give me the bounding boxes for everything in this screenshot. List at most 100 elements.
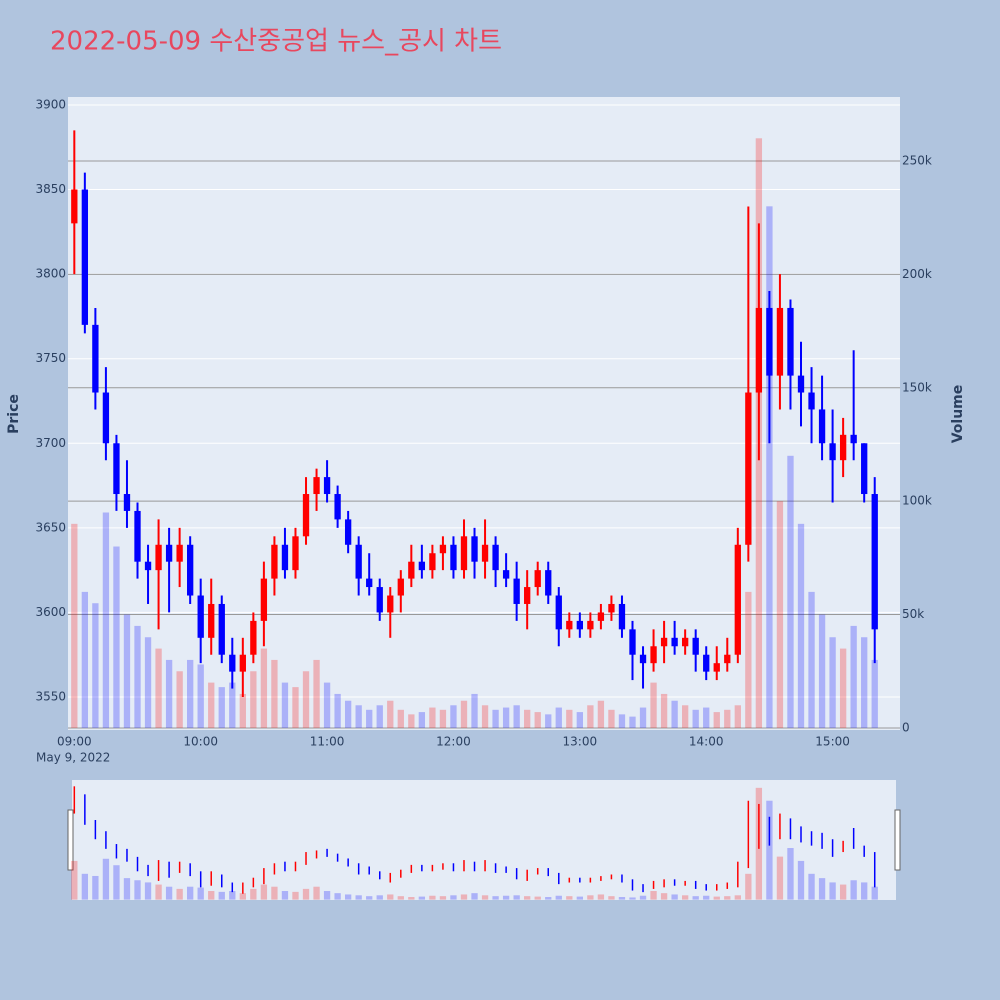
volume-bar xyxy=(271,659,278,728)
candle-body xyxy=(818,409,826,444)
y-tick-label: 3900 xyxy=(35,97,66,111)
candle-body xyxy=(366,578,373,588)
y-tick-label: 3600 xyxy=(35,605,66,619)
mini-volume-bar xyxy=(81,873,89,900)
mini-volume-bar xyxy=(323,891,331,900)
y-tick-label: 3850 xyxy=(35,182,66,196)
volume-bar xyxy=(387,700,394,728)
candle-body xyxy=(576,620,583,630)
volume-bar xyxy=(818,614,826,728)
candle-body xyxy=(71,189,78,224)
volume-bar xyxy=(366,709,373,728)
volume-bar xyxy=(429,707,436,728)
mini-volume-bar xyxy=(829,882,836,900)
mini-volume-bar xyxy=(229,891,236,900)
volume-bar xyxy=(502,707,510,728)
mini-volume-bar xyxy=(208,891,215,900)
volume-bar xyxy=(229,682,236,728)
volume-bar xyxy=(829,637,836,728)
candle-body xyxy=(187,544,194,596)
y2-tick-label: 0 xyxy=(902,720,910,734)
range-handle[interactable] xyxy=(894,809,901,871)
volume-bar xyxy=(597,700,605,728)
mini-volume-bar xyxy=(376,895,383,900)
mini-volume-bar xyxy=(618,897,626,900)
candle-body xyxy=(629,629,636,655)
mini-volume-bar xyxy=(471,893,478,900)
x-tick-label: 11:00 xyxy=(310,735,345,749)
candle-body xyxy=(408,561,415,579)
candle-body xyxy=(671,637,678,647)
candle-body xyxy=(660,637,668,647)
candle-body xyxy=(239,654,246,672)
volume-bar xyxy=(629,716,636,728)
candle-body xyxy=(334,494,341,520)
x-tick-label: 15:00 xyxy=(815,735,850,749)
volume-bar xyxy=(113,546,120,728)
y-axis-title: Price xyxy=(6,394,22,434)
mini-volume-bar xyxy=(671,894,678,900)
volume-bar xyxy=(165,659,173,728)
volume-bar xyxy=(134,625,141,728)
candle-body xyxy=(703,654,710,672)
volume-bar xyxy=(471,693,478,728)
volume-bar xyxy=(850,625,857,728)
candle-body xyxy=(871,494,878,630)
mini-volume-bar xyxy=(818,878,826,900)
mini-volume-bar xyxy=(92,875,99,900)
candle-body xyxy=(460,536,468,571)
candle-body xyxy=(250,620,257,655)
chart-title: 2022-05-09 수산중공업 뉴스_공시 차트 xyxy=(50,27,502,57)
mini-volume-bar xyxy=(524,896,531,900)
candle-body xyxy=(134,510,141,562)
mini-volume-bar xyxy=(576,896,583,900)
mini-volume-bar xyxy=(492,896,499,900)
mini-volume-bar xyxy=(713,896,720,900)
mini-volume-bar xyxy=(608,896,615,900)
x-tick-label: 10:00 xyxy=(183,735,218,749)
volume-bar xyxy=(703,707,710,728)
volume-bar xyxy=(197,664,204,728)
candle-body xyxy=(344,519,352,545)
mini-volume-bar xyxy=(302,888,310,900)
y-tick-label: 3800 xyxy=(35,267,66,281)
range-handle[interactable] xyxy=(67,809,74,871)
volume-bar xyxy=(418,712,426,728)
candle-body xyxy=(81,189,89,325)
mini-volume-bar xyxy=(534,896,541,900)
mini-volume-bar xyxy=(387,894,394,900)
candle-body xyxy=(197,595,204,638)
candle-body xyxy=(513,578,520,604)
candle-body xyxy=(650,646,657,664)
mini-volume-bar xyxy=(797,860,805,900)
volume-bar xyxy=(618,714,626,728)
volume-bar xyxy=(155,648,162,728)
mini-volume-bar xyxy=(271,886,278,900)
volume-bar xyxy=(650,682,657,728)
volume-bar xyxy=(787,455,794,728)
candle-body xyxy=(144,561,152,571)
y-tick-label: 3650 xyxy=(35,520,66,534)
volume-bar xyxy=(334,693,341,728)
volume-bar xyxy=(292,687,299,728)
volume-bar xyxy=(555,707,562,728)
volume-bar xyxy=(545,714,552,728)
volume-bar xyxy=(123,614,131,728)
candle-body xyxy=(829,443,836,461)
volume-bar xyxy=(144,637,152,728)
candle-body xyxy=(808,392,815,410)
candle-body xyxy=(681,637,689,647)
mini-volume-bar xyxy=(281,891,289,900)
volume-bar xyxy=(323,682,331,728)
mini-volume-bar xyxy=(450,895,457,900)
candle-body xyxy=(481,544,489,562)
candle-body xyxy=(724,654,731,664)
mini-volume-bar xyxy=(513,895,520,900)
candle-body xyxy=(260,578,268,621)
volume-bar xyxy=(218,687,225,728)
mini-volume-bar xyxy=(808,873,815,900)
volume-bar xyxy=(808,591,815,728)
candle-body xyxy=(608,603,615,613)
x-date-label: May 9, 2022 xyxy=(36,751,110,765)
candle-body xyxy=(618,603,626,630)
